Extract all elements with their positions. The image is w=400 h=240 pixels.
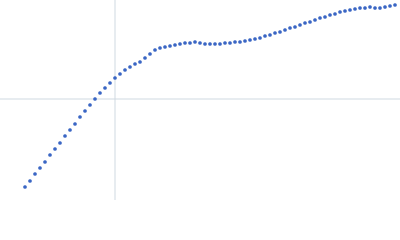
point [263, 34, 267, 38]
point [198, 41, 202, 45]
point [213, 42, 217, 46]
point [68, 128, 72, 132]
point [248, 38, 252, 42]
point [258, 36, 262, 40]
point [133, 62, 137, 66]
point [383, 5, 387, 9]
point [283, 28, 287, 32]
point [273, 31, 277, 35]
point [348, 8, 352, 12]
point [123, 68, 127, 72]
point [223, 41, 227, 45]
chart [0, 0, 400, 200]
point [393, 3, 397, 7]
point [203, 42, 207, 46]
point [73, 122, 77, 126]
point [58, 141, 62, 145]
point [63, 134, 67, 138]
point [243, 39, 247, 43]
point [113, 76, 117, 80]
point [98, 91, 102, 95]
point [268, 33, 272, 37]
point [338, 10, 342, 14]
point [33, 172, 37, 176]
point [303, 21, 307, 25]
point [128, 65, 132, 69]
point [378, 6, 382, 10]
point [103, 86, 107, 90]
point [138, 60, 142, 64]
point [333, 12, 337, 16]
point [293, 25, 297, 29]
point [328, 13, 332, 17]
point [298, 23, 302, 27]
point [353, 7, 357, 11]
point [313, 18, 317, 22]
point [253, 37, 257, 41]
point [238, 40, 242, 44]
point [153, 48, 157, 52]
point [38, 166, 42, 170]
point [278, 30, 282, 34]
point [188, 41, 192, 45]
point [108, 81, 112, 85]
point [323, 15, 327, 19]
point [43, 160, 47, 164]
point [118, 72, 122, 76]
point [388, 4, 392, 8]
point [228, 41, 232, 45]
point [93, 97, 97, 101]
point [193, 40, 197, 44]
point [78, 115, 82, 119]
point [178, 42, 182, 46]
point [308, 20, 312, 24]
point [83, 109, 87, 113]
point [53, 147, 57, 151]
point [88, 103, 92, 107]
point [23, 185, 27, 189]
point [208, 42, 212, 46]
point [373, 6, 377, 10]
point [183, 41, 187, 45]
point [218, 42, 222, 46]
point [368, 5, 372, 9]
point [343, 9, 347, 13]
point [363, 6, 367, 10]
point [48, 153, 52, 157]
point [168, 44, 172, 48]
point [28, 179, 32, 183]
point [318, 16, 322, 20]
point [163, 45, 167, 49]
point [148, 52, 152, 56]
point [173, 43, 177, 47]
point [233, 40, 237, 44]
point [143, 56, 147, 60]
point [158, 46, 162, 50]
point [358, 6, 362, 10]
point [288, 26, 292, 30]
